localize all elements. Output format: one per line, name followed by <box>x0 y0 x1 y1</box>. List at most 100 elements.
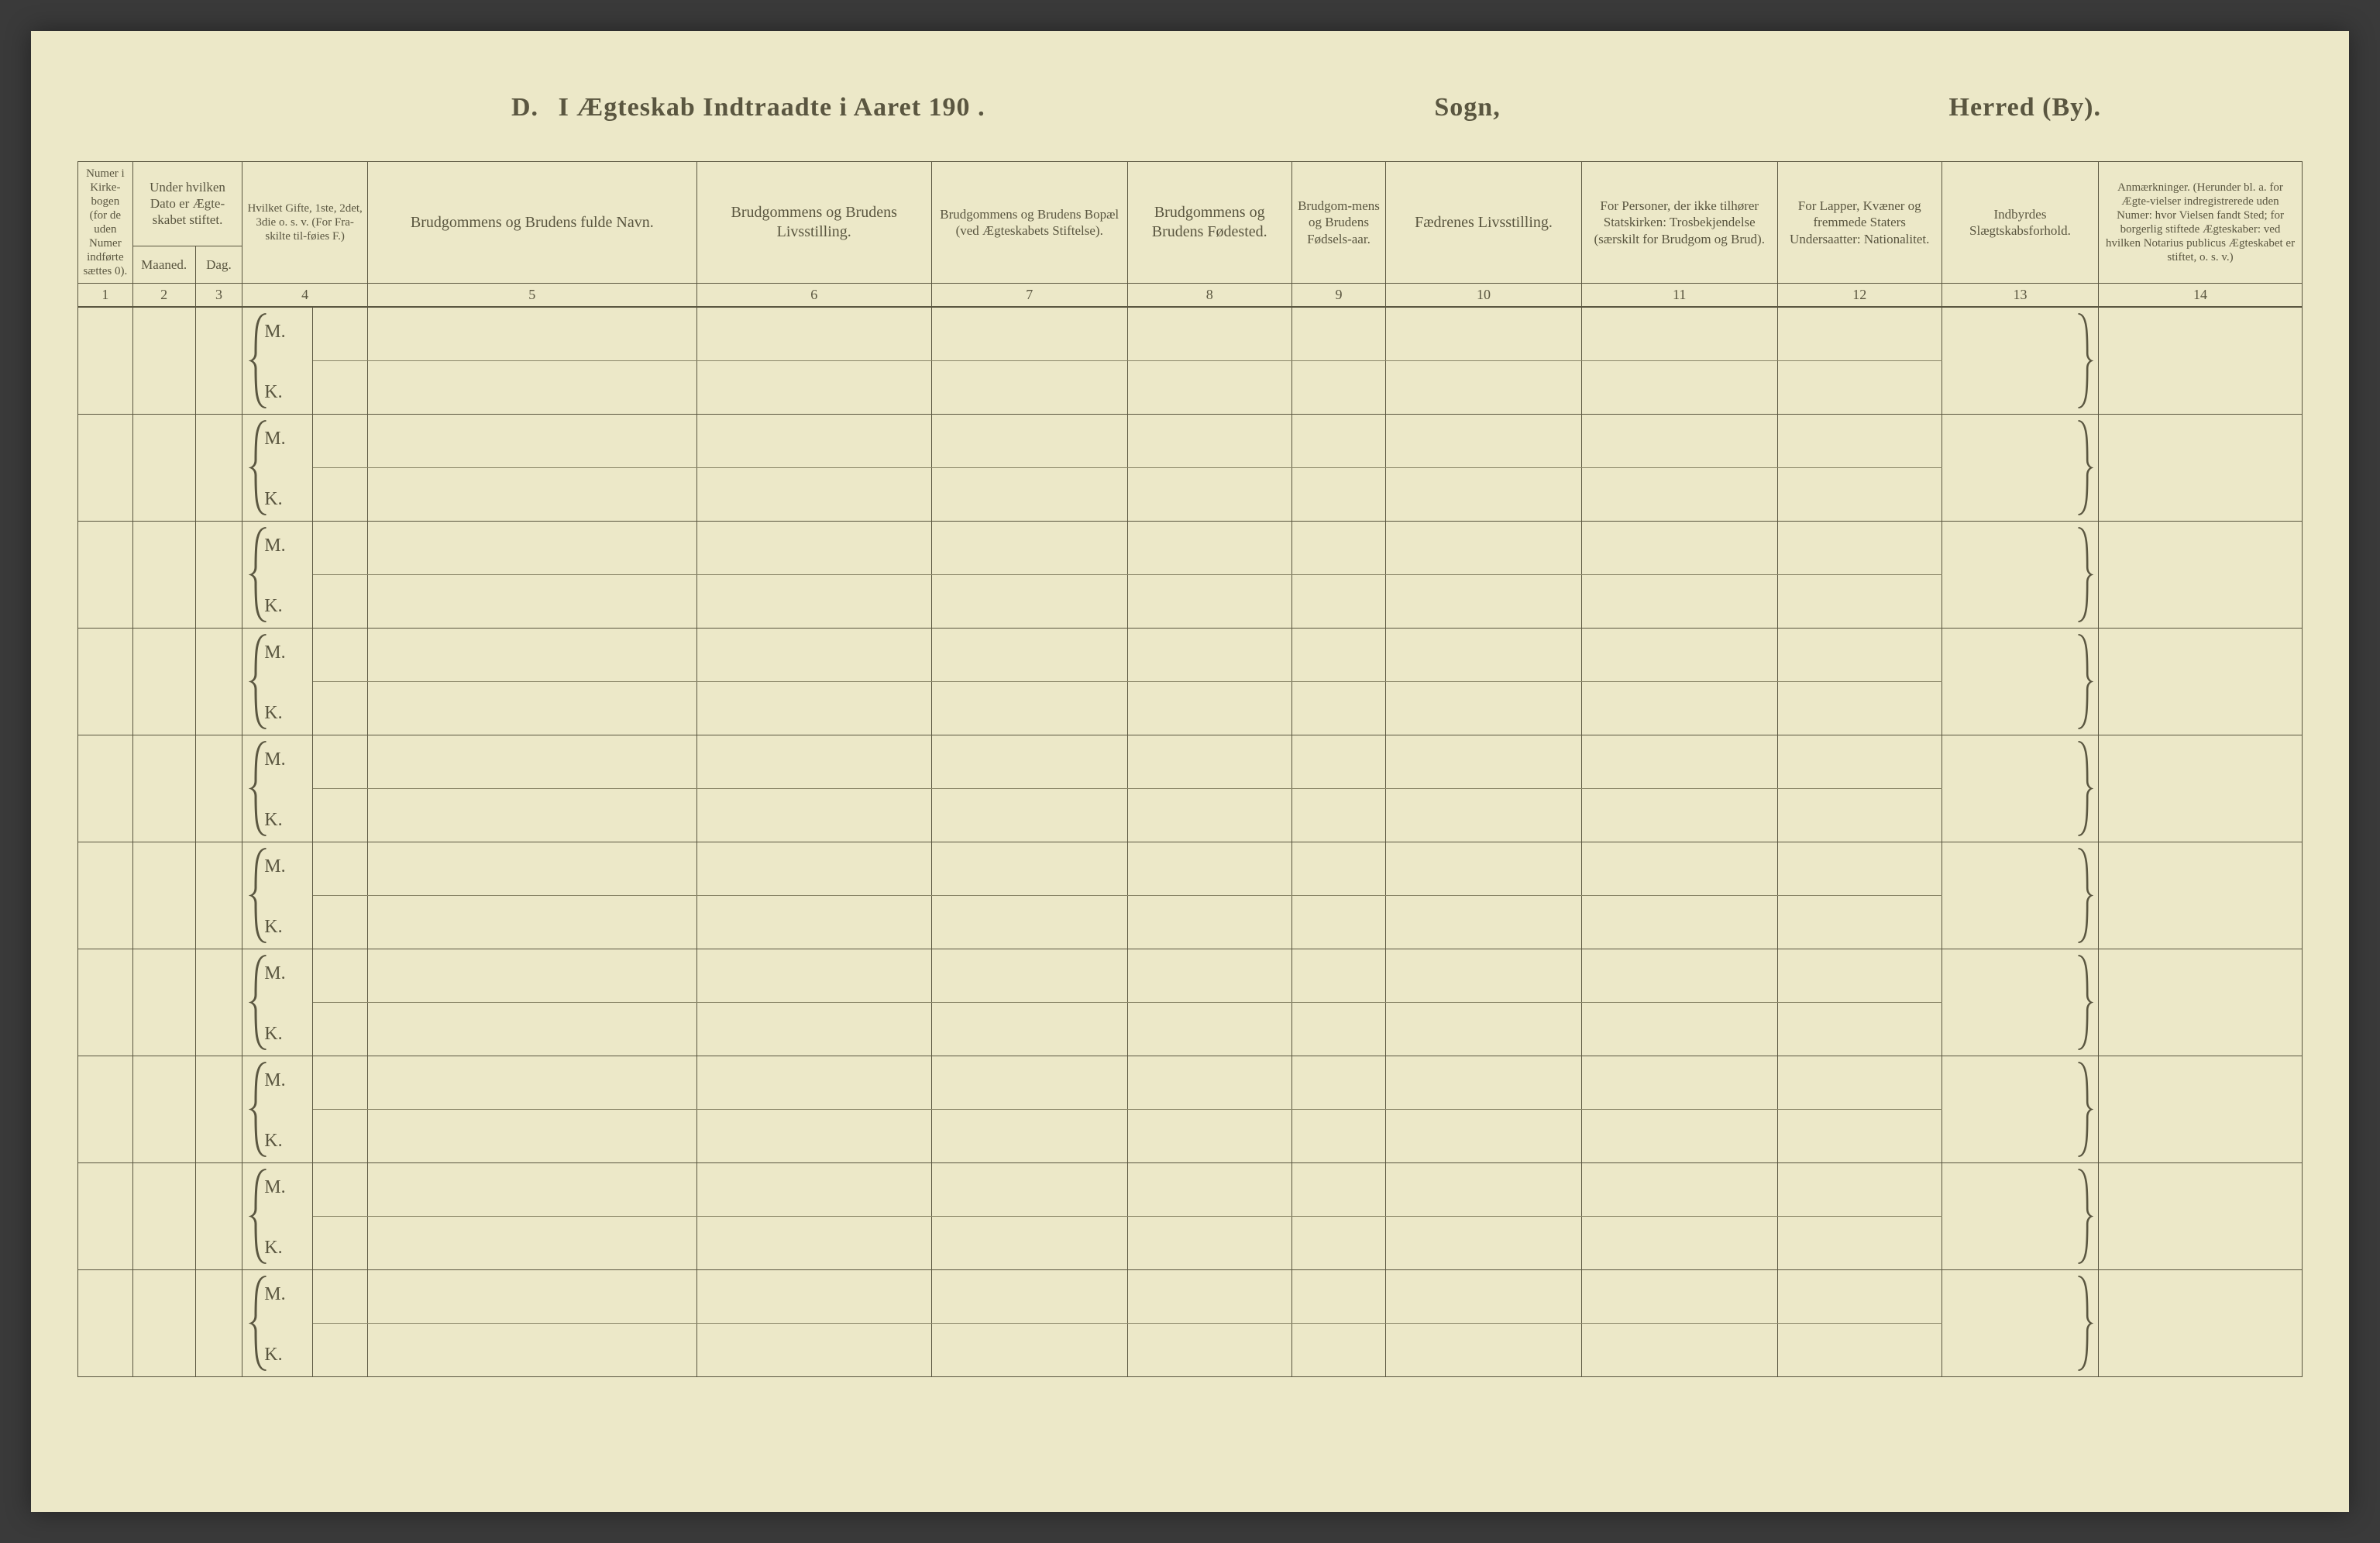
residence-m-cell <box>931 522 1127 575</box>
occupation-k-cell <box>696 1003 931 1056</box>
confession-m-cell <box>1581 307 1777 361</box>
fathers-occupation-k-cell <box>1386 1217 1582 1270</box>
register-table: Numer i Kirke-bogen (for de uden Numer i… <box>77 161 2303 1377</box>
k-label: K. <box>264 1131 282 1152</box>
occupation-m-cell <box>696 307 931 361</box>
residence-m-cell <box>931 415 1127 468</box>
month-cell <box>132 1270 195 1377</box>
table-row: M.K. <box>78 1270 2303 1324</box>
full-name-k-cell <box>368 1003 697 1056</box>
residence-k-cell <box>931 575 1127 629</box>
mk-brace-cell: M.K. <box>242 842 313 949</box>
occupation-m-cell <box>696 1270 931 1324</box>
marriage-order-m-cell <box>313 842 368 896</box>
fathers-occupation-k-cell <box>1386 896 1582 949</box>
marriage-order-k-cell <box>313 682 368 735</box>
nationality-m-cell <box>1777 522 1941 575</box>
residence-k-cell <box>931 1110 1127 1163</box>
birthplace-k-cell <box>1127 575 1291 629</box>
k-label: K. <box>264 489 282 510</box>
nationality-m-cell <box>1777 1056 1941 1110</box>
confession-m-cell <box>1581 842 1777 896</box>
full-name-m-cell <box>368 735 697 789</box>
title-prefix: D. <box>511 93 538 122</box>
m-label: M. <box>264 429 285 449</box>
birthplace-k-cell <box>1127 682 1291 735</box>
entry-number-cell <box>78 1163 133 1270</box>
marriage-order-m-cell <box>313 735 368 789</box>
nationality-k-cell <box>1777 361 1941 415</box>
month-cell <box>132 1056 195 1163</box>
paper-sheet: D. I Ægteskab Indtraadte i Aaret 190 . S… <box>31 31 2349 1512</box>
marriage-order-m-cell <box>313 307 368 361</box>
content-area: D. I Ægteskab Indtraadte i Aaret 190 . S… <box>77 93 2303 1481</box>
kinship-cell <box>1941 629 2098 735</box>
fathers-occupation-m-cell <box>1386 1270 1582 1324</box>
column-number-row: 1 2 3 4 5 6 7 8 9 10 11 12 13 14 <box>78 284 2303 308</box>
month-cell <box>132 415 195 522</box>
table-body: M.K. M.K. M.K. M.K. M.K. M.K. M.K. M.K. … <box>78 307 2303 1377</box>
nationality-m-cell <box>1777 735 1941 789</box>
nationality-k-cell <box>1777 1217 1941 1270</box>
table-row: M.K. <box>78 1056 2303 1110</box>
confession-m-cell <box>1581 949 1777 1003</box>
confession-m-cell <box>1581 1056 1777 1110</box>
remarks-cell <box>2099 415 2303 522</box>
occupation-m-cell <box>696 1056 931 1110</box>
col-header-9: Brudgom-mens og Brudens Fødsels-aar. <box>1291 162 1385 284</box>
col-num-9: 9 <box>1291 284 1385 308</box>
birth-year-k-cell <box>1291 575 1385 629</box>
fathers-occupation-k-cell <box>1386 468 1582 522</box>
marriage-order-m-cell <box>313 1270 368 1324</box>
birth-year-m-cell <box>1291 735 1385 789</box>
occupation-k-cell <box>696 896 931 949</box>
birthplace-k-cell <box>1127 896 1291 949</box>
nationality-m-cell <box>1777 1163 1941 1217</box>
birthplace-k-cell <box>1127 1003 1291 1056</box>
right-brace-icon <box>2073 1168 2093 1265</box>
occupation-k-cell <box>696 361 931 415</box>
month-cell <box>132 307 195 415</box>
marriage-order-k-cell <box>313 1003 368 1056</box>
col-num-10: 10 <box>1386 284 1582 308</box>
col-num-1: 1 <box>78 284 133 308</box>
col-num-5: 5 <box>368 284 697 308</box>
k-label: K. <box>264 1238 282 1259</box>
mk-brace-cell: M.K. <box>242 522 313 629</box>
birth-year-m-cell <box>1291 415 1385 468</box>
marriage-order-m-cell <box>313 522 368 575</box>
sogn-label: Sogn, <box>1434 93 1500 122</box>
entry-number-cell <box>78 1270 133 1377</box>
residence-m-cell <box>931 1163 1127 1217</box>
entry-number-cell <box>78 949 133 1056</box>
occupation-k-cell <box>696 1324 931 1377</box>
col-header-2-bottom: Maaned. <box>132 246 195 283</box>
birth-year-m-cell <box>1291 307 1385 361</box>
marriage-order-k-cell <box>313 789 368 842</box>
birth-year-k-cell <box>1291 361 1385 415</box>
birth-year-k-cell <box>1291 1110 1385 1163</box>
kinship-cell <box>1941 415 2098 522</box>
birthplace-k-cell <box>1127 468 1291 522</box>
remarks-cell <box>2099 522 2303 629</box>
marriage-order-k-cell <box>313 1110 368 1163</box>
marriage-order-k-cell <box>313 896 368 949</box>
full-name-k-cell <box>368 682 697 735</box>
k-label: K. <box>264 810 282 831</box>
remarks-cell <box>2099 1270 2303 1377</box>
table-row: M.K. <box>78 735 2303 789</box>
full-name-m-cell <box>368 629 697 682</box>
full-name-k-cell <box>368 1217 697 1270</box>
birthplace-m-cell <box>1127 1056 1291 1110</box>
entry-number-cell <box>78 1056 133 1163</box>
entry-number-cell <box>78 307 133 415</box>
remarks-cell <box>2099 949 2303 1056</box>
full-name-m-cell <box>368 522 697 575</box>
table-header: Numer i Kirke-bogen (for de uden Numer i… <box>78 162 2303 308</box>
m-label: M. <box>264 1070 285 1091</box>
kinship-cell <box>1941 949 2098 1056</box>
residence-k-cell <box>931 682 1127 735</box>
col-num-4: 4 <box>242 284 368 308</box>
fathers-occupation-m-cell <box>1386 949 1582 1003</box>
full-name-m-cell <box>368 1056 697 1110</box>
